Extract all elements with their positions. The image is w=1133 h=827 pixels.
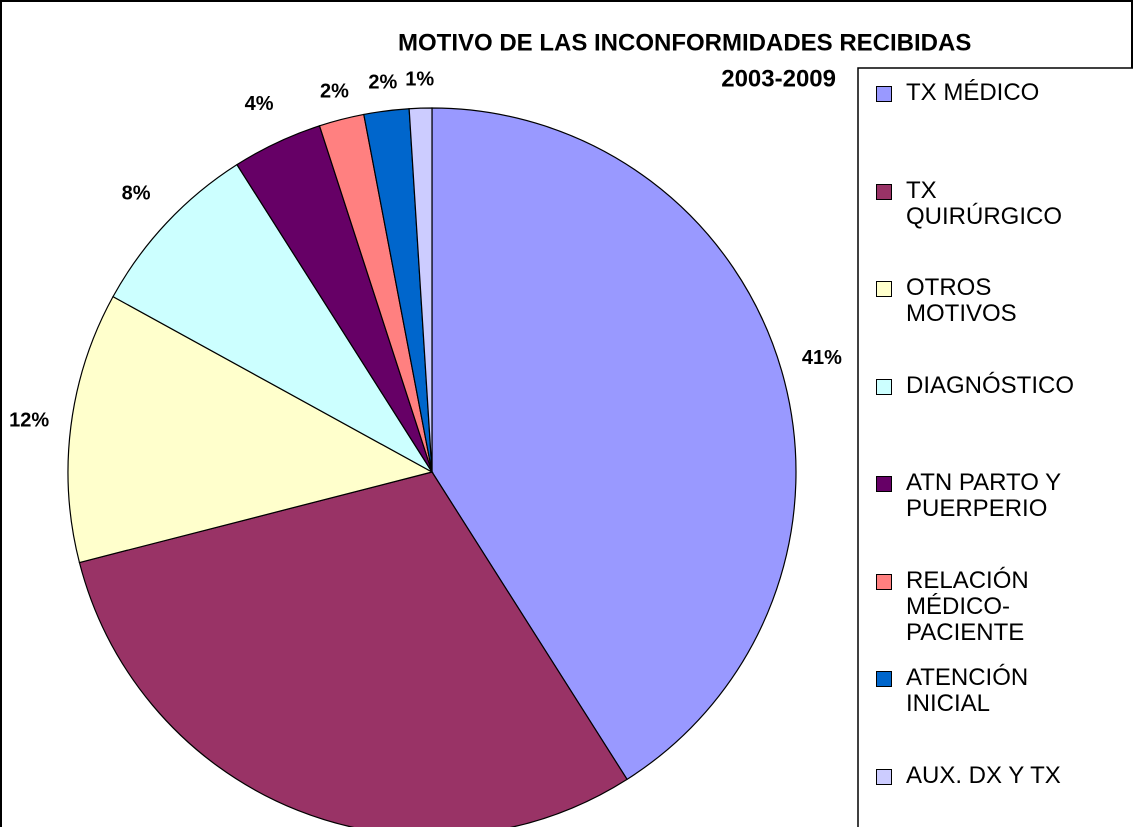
legend-swatch	[876, 86, 892, 102]
pie	[67, 107, 797, 827]
chart-subtitle: 2003-2009	[721, 65, 836, 92]
legend-swatch	[876, 768, 892, 785]
data-label: 12%	[9, 409, 49, 431]
legend-label: ATN PARTO Y PUERPERIO	[906, 469, 1061, 522]
pie-slice	[78, 471, 628, 827]
pie-slice	[431, 107, 797, 781]
legend-label: OTROS MOTIVOS	[906, 274, 1017, 327]
legend-swatch	[876, 183, 892, 200]
data-label: 2%	[320, 81, 349, 103]
legend-swatch	[876, 378, 892, 395]
data-label: 41%	[802, 347, 842, 369]
legend-label: TX MÉDICO	[906, 79, 1040, 106]
legend-label: DIAGNÓSTICO	[906, 371, 1075, 399]
legend-swatch	[876, 281, 892, 297]
legend-label: AUX. DX Y TX	[906, 761, 1061, 789]
legend-swatch	[876, 573, 892, 590]
legend-swatch	[876, 671, 892, 687]
data-label: 8%	[122, 182, 151, 204]
data-label: 2%	[368, 71, 397, 93]
legend-swatch	[876, 476, 892, 492]
legend-label: ATENCIÓN INICIAL	[906, 664, 1029, 717]
chart-title: MOTIVO DE LAS INCONFORMIDADES RECIBIDAS	[398, 29, 971, 56]
legend-label: TX QUIRÚRGICO	[906, 176, 1062, 230]
pie-slice	[67, 295, 434, 564]
legend-box	[857, 67, 1133, 827]
data-label: 1%	[405, 68, 434, 90]
legend-label: RELACIÓN MÉDICO-PACIENTE	[906, 566, 1029, 646]
data-label: 4%	[245, 93, 274, 115]
pie-slice	[112, 163, 433, 473]
pie-slice	[408, 107, 433, 473]
